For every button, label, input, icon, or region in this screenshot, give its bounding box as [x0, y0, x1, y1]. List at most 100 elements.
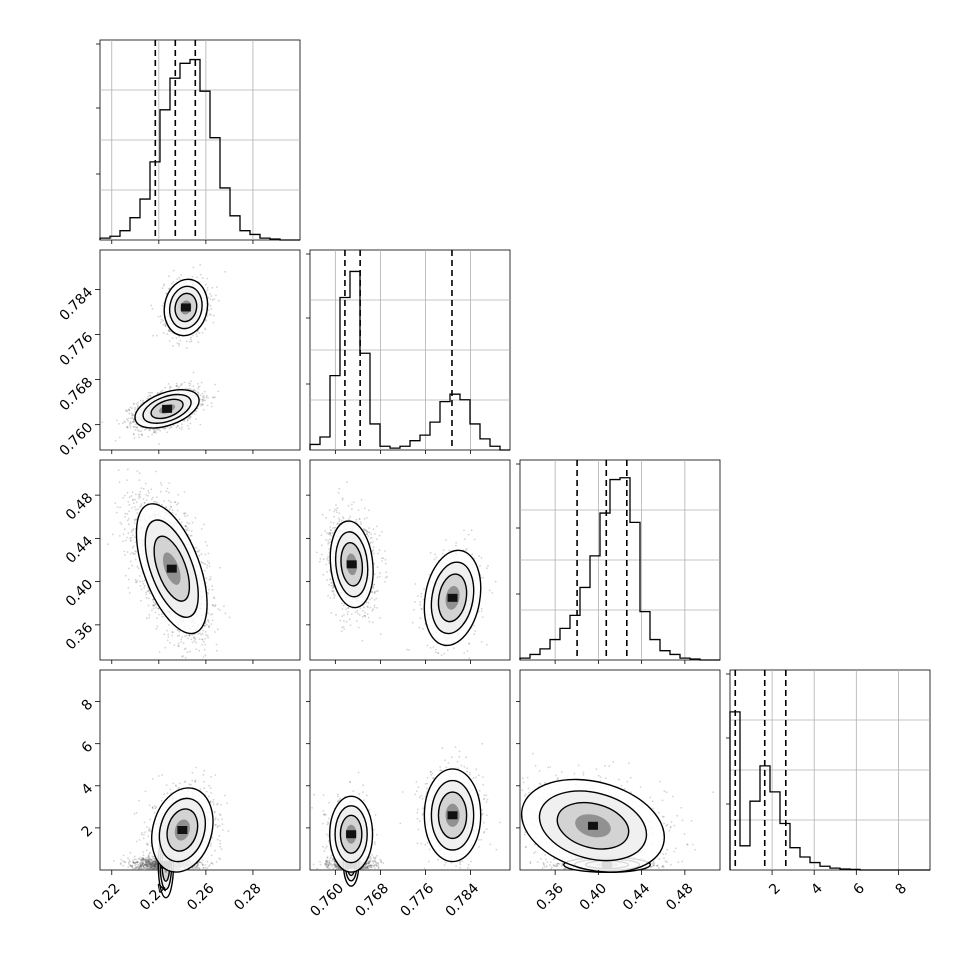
- sample-point: [209, 293, 211, 295]
- sample-point: [204, 637, 207, 640]
- sample-point: [138, 479, 141, 481]
- sample-point: [181, 423, 183, 426]
- sample-point: [199, 394, 202, 397]
- sample-point: [164, 386, 167, 389]
- sample-point: [189, 534, 192, 537]
- sample-point: [129, 421, 132, 423]
- sample-point: [167, 636, 170, 638]
- sample-point: [161, 503, 164, 506]
- sample-point: [126, 468, 129, 471]
- sample-point: [129, 426, 132, 428]
- sample-point: [198, 332, 201, 335]
- sample-point: [137, 497, 140, 500]
- sample-point: [166, 431, 169, 434]
- density-panel-3-1: [99, 459, 301, 661]
- sample-point: [133, 437, 136, 439]
- sample-point: [118, 535, 121, 537]
- sample-point: [152, 334, 155, 337]
- sample-point: [171, 512, 174, 514]
- sample-point: [191, 521, 194, 524]
- sample-point: [128, 496, 131, 499]
- sample-point: [151, 609, 153, 612]
- sample-point: [133, 403, 136, 405]
- sample-point: [131, 529, 133, 532]
- histogram-panel-2: [306, 249, 511, 451]
- sample-point: [127, 578, 130, 581]
- sample-point: [204, 541, 207, 543]
- sample-point: [176, 278, 179, 280]
- sample-point: [129, 537, 131, 540]
- sample-point: [176, 342, 179, 345]
- sample-point: [215, 294, 217, 297]
- sample-point: [122, 533, 125, 535]
- sample-point: [206, 394, 208, 397]
- sample-point: [206, 315, 209, 317]
- sample-point: [149, 394, 152, 397]
- sample-point: [194, 517, 197, 519]
- sample-point: [195, 418, 197, 420]
- sample-point: [132, 433, 135, 436]
- sample-point: [155, 627, 158, 630]
- sample-point: [166, 639, 169, 642]
- sample-point: [132, 420, 135, 423]
- histogram-step: [729, 711, 930, 871]
- sample-point: [206, 277, 209, 280]
- sample-point: [177, 425, 180, 427]
- sample-point: [200, 528, 203, 530]
- sample-point: [178, 427, 181, 430]
- sample-point: [125, 410, 128, 413]
- sample-point: [151, 391, 154, 394]
- sample-point: [166, 333, 169, 335]
- sample-point: [130, 531, 133, 534]
- sample-point: [188, 634, 191, 637]
- density-panel-2-1: [99, 249, 301, 451]
- sample-point: [111, 533, 114, 536]
- sample-point: [131, 407, 134, 409]
- sample-point: [162, 319, 165, 322]
- sample-point: [161, 389, 164, 392]
- sample-point: [149, 391, 152, 394]
- sample-point: [148, 614, 151, 616]
- sample-point: [217, 299, 220, 302]
- sample-point: [124, 515, 126, 518]
- sample-point: [166, 487, 169, 490]
- sample-point: [163, 500, 166, 502]
- sample-point: [156, 617, 158, 620]
- sample-point: [139, 399, 142, 402]
- sample-point: [195, 410, 198, 413]
- sample-point: [134, 426, 137, 429]
- sample-point: [204, 399, 207, 402]
- sample-point: [189, 383, 192, 385]
- sample-point: [168, 287, 171, 290]
- sample-point: [154, 430, 157, 432]
- sample-point: [146, 397, 149, 400]
- sample-point: [201, 277, 204, 279]
- sample-point: [184, 635, 186, 638]
- sample-point: [184, 657, 187, 659]
- sample-point: [186, 425, 189, 427]
- sample-point: [136, 403, 138, 405]
- sample-point: [228, 616, 231, 619]
- sample-point: [129, 422, 132, 425]
- sample-point: [195, 333, 198, 335]
- sample-point: [122, 497, 124, 499]
- histogram-panel-3: [516, 459, 721, 661]
- sample-point: [126, 551, 129, 553]
- sample-point: [140, 433, 143, 436]
- sample-point: [190, 338, 192, 340]
- sample-point: [155, 432, 157, 434]
- sample-point: [135, 508, 137, 511]
- sample-point: [140, 505, 143, 507]
- sample-point: [175, 426, 178, 429]
- sample-point: [143, 501, 146, 504]
- sample-point: [192, 371, 195, 374]
- sample-point: [200, 553, 203, 556]
- sample-point: [134, 558, 137, 561]
- sample-point: [201, 644, 204, 646]
- sample-point: [182, 655, 185, 657]
- sample-point: [204, 630, 207, 633]
- sample-point: [201, 561, 203, 564]
- sample-point: [206, 404, 209, 407]
- sample-point: [177, 344, 180, 347]
- sample-point: [212, 396, 214, 399]
